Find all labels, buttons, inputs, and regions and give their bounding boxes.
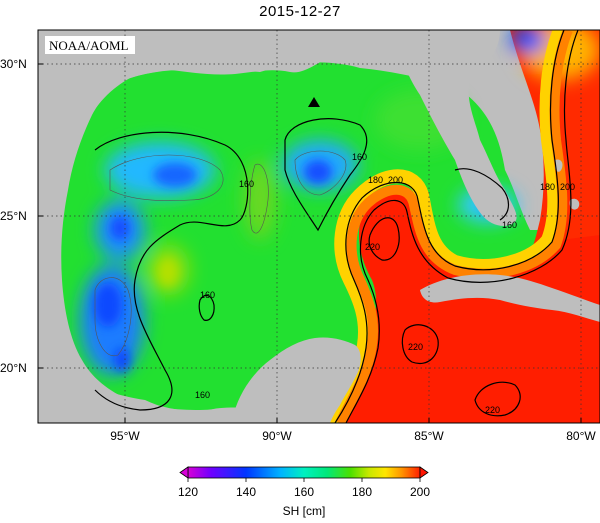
colorbar-gradient xyxy=(187,466,421,479)
contour-label-10: 200 xyxy=(560,182,575,192)
map-area: 160 160 160 180 200 220 220 220 180 200 … xyxy=(38,30,600,423)
lon-label-85w: 85°W xyxy=(414,429,444,443)
bahamas xyxy=(555,159,580,210)
contour-label-8: 220 xyxy=(485,405,500,415)
caribbean-water xyxy=(340,187,600,423)
contour-220-yucatan xyxy=(401,324,439,364)
loop-current-orange xyxy=(335,30,573,423)
lat-label-25n: 25°N xyxy=(0,209,27,223)
contour-label-12: 160 xyxy=(502,220,517,230)
lat-label-30n: 30°N xyxy=(0,57,27,71)
contour-220-caribbean xyxy=(474,381,521,417)
colorbar-title: SH [cm] xyxy=(283,504,326,518)
contour-label-2: 160 xyxy=(200,290,215,300)
axis-ticks xyxy=(38,63,582,423)
colorbar-max-arrow xyxy=(419,466,429,479)
us-coast xyxy=(38,30,395,190)
map-frame xyxy=(37,29,600,424)
colorbar-tick-160: 160 xyxy=(294,485,314,499)
colorbar-tick-120: 120 xyxy=(178,485,198,499)
colorbar-min-arrow xyxy=(179,466,189,479)
thin-contours xyxy=(94,150,347,357)
colorbar-tick-180: 180 xyxy=(352,485,372,499)
yucatan xyxy=(232,337,361,423)
contour-160-florida xyxy=(454,168,510,221)
contour-label-9: 180 xyxy=(540,182,555,192)
lat-label-20n: 20°N xyxy=(0,361,27,375)
colorbar-tick-140: 140 xyxy=(236,485,256,499)
cuba xyxy=(420,274,600,322)
contour-labels: 160 160 160 180 200 220 220 220 180 200 … xyxy=(195,152,575,415)
contour-label-3: 160 xyxy=(195,390,210,400)
contour-180 xyxy=(334,30,565,423)
florida xyxy=(395,30,517,226)
contour-200 xyxy=(345,30,579,423)
contour-label-6: 220 xyxy=(365,242,380,252)
contour-160-yucatan xyxy=(198,294,215,321)
map-title: 2015-12-27 xyxy=(259,3,341,20)
contour-label-4: 180 xyxy=(368,175,383,185)
loop-current-yellow xyxy=(323,30,567,423)
lon-label-95w: 95°W xyxy=(110,429,140,443)
contour-label-11: 160 xyxy=(352,152,367,162)
contour-160-east xyxy=(284,118,368,232)
station-marker-triangle xyxy=(308,97,320,107)
contour-label-5: 200 xyxy=(388,175,403,185)
contour-160-west xyxy=(94,131,249,411)
contour-lines xyxy=(94,30,579,423)
graticule xyxy=(38,30,600,423)
contour-label-7: 220 xyxy=(408,342,423,352)
lon-label-90w: 90°W xyxy=(262,429,292,443)
contour-220-loop xyxy=(368,217,400,261)
mexico-coast xyxy=(38,190,232,423)
credit-box xyxy=(45,36,135,54)
contour-label-1: 160 xyxy=(239,179,254,189)
credit-label: NOAA/AOML xyxy=(49,38,129,53)
colorbar-tick-200: 200 xyxy=(410,485,430,499)
lon-label-80w: 80°W xyxy=(566,429,596,443)
colorbar: 120 140 160 180 200 SH [cm] xyxy=(178,466,430,518)
